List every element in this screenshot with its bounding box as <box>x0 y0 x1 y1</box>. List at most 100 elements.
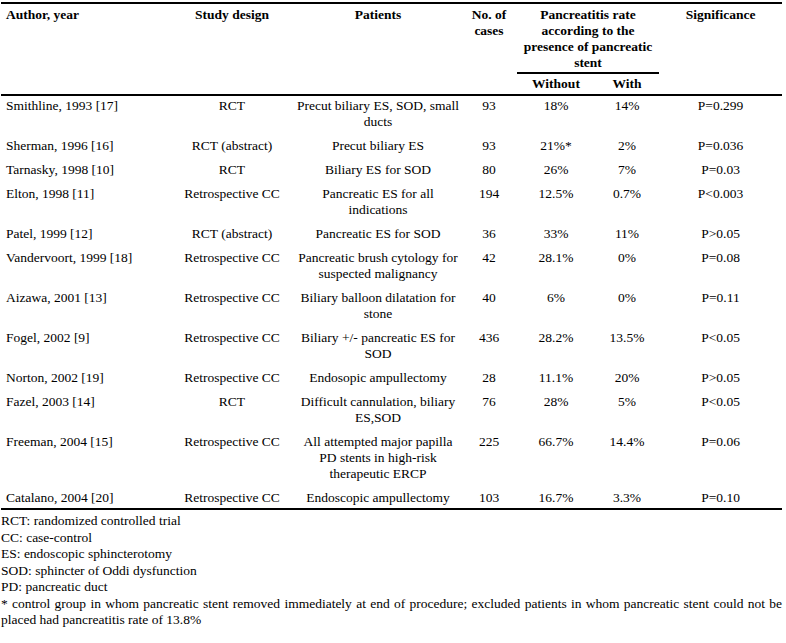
cell-design: Retrospective CC <box>169 368 295 392</box>
cell-significance: P=0.036 <box>659 136 782 160</box>
cell-with: 20% <box>595 368 659 392</box>
cell-author: Patel, 1999 [12] <box>1 224 169 248</box>
cell-with: 2% <box>595 136 659 160</box>
cell-design: RCT (abstract) <box>169 136 295 160</box>
cell-without: 66.7% <box>517 432 595 488</box>
cell-author: Elton, 1998 [11] <box>1 184 169 224</box>
cell-design: RCT <box>169 95 295 136</box>
studies-table: Author, year Study design Patients No. o… <box>1 2 782 510</box>
footnote-line: CC: case-control <box>1 530 782 547</box>
table-row: Smithline, 1993 [17]RCTPrecut biliary ES… <box>1 95 782 136</box>
cell-without: 26% <box>517 160 595 184</box>
header-row-main: Author, year Study design Patients No. o… <box>1 3 782 73</box>
cell-cases: 436 <box>461 328 517 368</box>
table-header: Author, year Study design Patients No. o… <box>1 3 782 95</box>
cell-cases: 194 <box>461 184 517 224</box>
cell-cases: 93 <box>461 95 517 136</box>
cell-patients: Endosopic ampullectomy <box>295 368 461 392</box>
table-row: Catalano, 2004 [20]Retrospective CCEndos… <box>1 488 782 509</box>
footnote-line: SOD: sphincter of Oddi dysfunction <box>1 563 782 580</box>
cell-cases: 36 <box>461 224 517 248</box>
cell-without: 6% <box>517 288 595 328</box>
cell-significance: P<0.05 <box>659 392 782 432</box>
cell-patients: Endoscopic ampullectomy <box>295 488 461 509</box>
cell-with: 7% <box>595 160 659 184</box>
header-no-of-cases: No. of cases <box>461 3 517 95</box>
cell-without: 11.1% <box>517 368 595 392</box>
cell-cases: 28 <box>461 368 517 392</box>
header-pancreatitis-rate-group: Pancreatitis rate according to the prese… <box>517 3 659 73</box>
cell-significance: P<0.05 <box>659 328 782 368</box>
cell-without: 28% <box>517 392 595 432</box>
cell-cases: 225 <box>461 432 517 488</box>
cell-significance: P>0.05 <box>659 368 782 392</box>
cell-with: 0.7% <box>595 184 659 224</box>
cell-significance: P=0.10 <box>659 488 782 509</box>
footnotes: RCT: randomized controlled trialCC: case… <box>1 513 782 629</box>
cell-without: 33% <box>517 224 595 248</box>
cell-without: 18% <box>517 95 595 136</box>
cell-with: 13.5% <box>595 328 659 368</box>
cell-author: Freeman, 2004 [15] <box>1 432 169 488</box>
cell-author: Fazel, 2003 [14] <box>1 392 169 432</box>
footnote-line: PD: pancreatic duct <box>1 579 782 596</box>
cell-without: 16.7% <box>517 488 595 509</box>
cell-author: Vandervoort, 1999 [18] <box>1 248 169 288</box>
cell-cases: 76 <box>461 392 517 432</box>
cell-significance: P=0.03 <box>659 160 782 184</box>
cell-design: Retrospective CC <box>169 328 295 368</box>
table-row: Fazel, 2003 [14]RCTDifficult cannulation… <box>1 392 782 432</box>
header-patients: Patients <box>295 3 461 95</box>
header-significance: Significance <box>659 3 782 95</box>
cell-design: RCT <box>169 160 295 184</box>
table-row: Patel, 1999 [12]RCT (abstract)Pancreatic… <box>1 224 782 248</box>
cell-without: 21%* <box>517 136 595 160</box>
cell-with: 5% <box>595 392 659 432</box>
cell-author: Aizawa, 2001 [13] <box>1 288 169 328</box>
table-row: Vandervoort, 1999 [18]Retrospective CCPa… <box>1 248 782 288</box>
cell-significance: P=0.299 <box>659 95 782 136</box>
cell-without: 28.1% <box>517 248 595 288</box>
cell-without: 28.2% <box>517 328 595 368</box>
cell-patients: Biliary +/- pancreatic ES for SOD <box>295 328 461 368</box>
table-row: Aizawa, 2001 [13]Retrospective CCBiliary… <box>1 288 782 328</box>
cell-significance: P>0.05 <box>659 224 782 248</box>
cell-with: 14% <box>595 95 659 136</box>
cell-with: 0% <box>595 248 659 288</box>
cell-patients: All attempted major papilla PD stents in… <box>295 432 461 488</box>
cell-design: RCT <box>169 392 295 432</box>
header-with-stent: With <box>595 73 659 95</box>
cell-design: Retrospective CC <box>169 488 295 509</box>
cell-patients: Pancreatic brush cytology for suspected … <box>295 248 461 288</box>
table-row: Tarnasky, 1998 [10]RCTBiliary ES for SOD… <box>1 160 782 184</box>
footnote-line: ES: endoscopic sphincterotomy <box>1 546 782 563</box>
header-author-year: Author, year <box>1 3 169 95</box>
cell-author: Sherman, 1996 [16] <box>1 136 169 160</box>
cell-cases: 80 <box>461 160 517 184</box>
cell-patients: Pancreatic ES for all indications <box>295 184 461 224</box>
table-body: Smithline, 1993 [17]RCTPrecut biliary ES… <box>1 95 782 509</box>
cell-patients: Difficult cannulation, biliary ES,SOD <box>295 392 461 432</box>
table-row: Norton, 2002 [19]Retrospective CCEndosop… <box>1 368 782 392</box>
cell-patients: Precut biliary ES, SOD, small ducts <box>295 95 461 136</box>
cell-cases: 93 <box>461 136 517 160</box>
cell-design: Retrospective CC <box>169 288 295 328</box>
footnote-line: RCT: randomized controlled trial <box>1 513 782 530</box>
cell-author: Smithline, 1993 [17] <box>1 95 169 136</box>
cell-author: Tarnasky, 1998 [10] <box>1 160 169 184</box>
cell-with: 14.4% <box>595 432 659 488</box>
cell-author: Norton, 2002 [19] <box>1 368 169 392</box>
footnote-line: * control group in whom pancreatic stent… <box>1 596 782 629</box>
cell-patients: Pancreatic ES for SOD <box>295 224 461 248</box>
cell-significance: P<0.003 <box>659 184 782 224</box>
cell-without: 12.5% <box>517 184 595 224</box>
cell-significance: P=0.11 <box>659 288 782 328</box>
cell-design: RCT (abstract) <box>169 224 295 248</box>
cell-patients: Biliary balloon dilatation for stone <box>295 288 461 328</box>
header-without-stent: Without <box>517 73 595 95</box>
cell-with: 11% <box>595 224 659 248</box>
cell-design: Retrospective CC <box>169 432 295 488</box>
cell-significance: P=0.08 <box>659 248 782 288</box>
table-row: Freeman, 2004 [15]Retrospective CCAll at… <box>1 432 782 488</box>
table-row: Fogel, 2002 [9]Retrospective CCBiliary +… <box>1 328 782 368</box>
